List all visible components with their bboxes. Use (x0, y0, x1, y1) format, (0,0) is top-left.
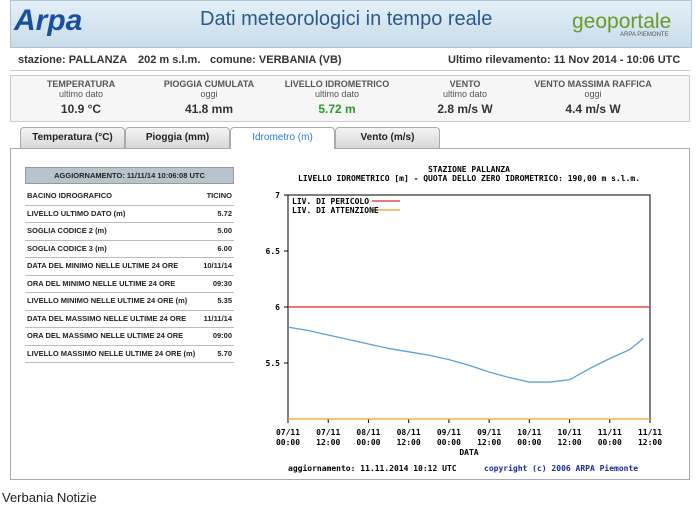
table-row: LIVELLO ULTIMO DATO (m) 5.72 (25, 206, 234, 223)
summary-sub: ultimo dato (314, 89, 360, 99)
summary-value: 2.8 m/s W (437, 102, 493, 116)
logo[interactable]: Arpa (14, 4, 83, 37)
x-tick-label: 10/11 00:00 (517, 428, 542, 447)
table-value: 10/11/14 (203, 261, 232, 270)
table-row: ORA DEL MASSIMO NELLE ULTIME 24 ORE 09:00 (25, 328, 234, 346)
footer-right: copyright (c) 2006 ARPA Piemonte (484, 463, 638, 473)
table-label: DATA DEL MINIMO NELLE ULTIME 24 ORE (27, 261, 179, 270)
table-label: SOGLIA CODICE 3 (m) (27, 243, 107, 253)
table-row: LIVELLO MASSIMO NELLE ULTIME 24 ORE (m) 5… (25, 346, 234, 363)
table-value: TICINO (206, 191, 232, 200)
summary-value: 10.9 °C (60, 102, 102, 116)
table-value: 09:00 (212, 331, 232, 340)
x-tick-label: 10/11 12:00 (557, 428, 582, 447)
table-row: SOGLIA CODICE 3 (m) 6.00 (25, 241, 234, 258)
table-row: DATA DEL MINIMO NELLE ULTIME 24 ORE 10/11… (25, 258, 234, 276)
table-label: SOGLIA CODICE 2 (m) (27, 226, 107, 235)
y-tick-label: 6.5 (266, 247, 281, 256)
summary-value: 5.72 m (318, 102, 356, 116)
y-tick-label: 7 (275, 191, 280, 200)
footer-left: aggiornamento: 11.11.2014 10:12 UTC (288, 463, 457, 473)
x-tick-label: 07/11 00:00 (275, 428, 301, 447)
table-label: LIVELLO ULTIMO DATO (m) (27, 208, 126, 218)
x-tick-label: 08/11 00:00 (356, 428, 381, 447)
summary-sub: oggi (200, 89, 218, 99)
summary-label: PIOGGIA CUMULATA (163, 79, 255, 89)
summary-sub: ultimo dato (58, 89, 104, 99)
tab[interactable]: Vento (m/s) (335, 127, 440, 148)
portal-logo[interactable]: geoportale (572, 10, 672, 33)
table-label: ORA DEL MASSIMO NELLE ULTIME 24 ORE (27, 331, 184, 340)
table-label: LIVELLO MASSIMO NELLE ULTIME 24 ORE (m) (27, 348, 196, 358)
station-bar: stazione: PALLANZA 202 m s.l.m. comune: … (10, 50, 690, 71)
altitude: 202 m s.l.m. (138, 54, 201, 66)
summary-value: 4.4 m/s W (565, 102, 621, 116)
x-tick-label: 09/11 00:00 (436, 428, 461, 447)
y-tick-label: 6 (275, 303, 280, 312)
table-row: DATA DEL MASSIMO NELLE ULTIME 24 ORE 11/1… (25, 311, 234, 328)
station-name: stazione: PALLANZA (18, 54, 128, 66)
last-reading: Ultimo rilevamento: 11 Nov 2014 - 10:06 … (448, 54, 681, 66)
page-title: Dati meteorologici in tempo reale (200, 8, 493, 30)
table-header: AGGIORNAMENTO: 11/11/14 10:06:08 UTC (25, 167, 234, 184)
tab[interactable]: Idrometro (m) (230, 127, 335, 149)
x-tick-label: 11/11 00:00 (597, 428, 622, 447)
chart-title: STAZIONE PALLANZA (428, 165, 510, 174)
table-label: DATA DEL MASSIMO NELLE ULTIME 24 ORE (27, 313, 187, 323)
chart-subtitle: LIVELLO IDROMETRICO [m] - QUOTA DELLO ZE… (298, 174, 640, 183)
x-axis-label: DATA (459, 448, 478, 457)
table-value: 5.00 (217, 226, 232, 235)
table-label: ORA DEL MINIMO NELLE ULTIME 24 ORE (27, 278, 176, 288)
header (10, 0, 692, 48)
legend-label: LIV. DI PERICOLO (292, 197, 369, 206)
table-label: LIVELLO MINIMO NELLE ULTIME 24 ORE (m) (27, 296, 188, 305)
tab[interactable]: Temperatura (°C) (20, 127, 125, 148)
table-row: ORA DEL MINIMO NELLE ULTIME 24 ORE 09:30 (25, 276, 234, 293)
table-label: BACINO IDROGRAFICO (27, 191, 112, 200)
info-table: AGGIORNAMENTO: 11/11/14 10:06:08 UTC BACI… (25, 167, 234, 363)
summary-sub: oggi (584, 89, 602, 99)
summary-card: TEMPERATURA ultimo dato 10.9 °C (16, 79, 146, 116)
summary-card: VENTO ultimo dato 2.8 m/s W (400, 79, 530, 116)
table-value: 5.35 (217, 296, 232, 305)
summary: TEMPERATURA ultimo dato 10.9 °C PIOGGIA CUM… (10, 75, 690, 122)
municipality: comune: VERBANIA (VB) (210, 54, 342, 66)
table-value: 09:30 (212, 278, 232, 288)
table-value: 6.00 (217, 243, 232, 253)
panel (10, 148, 690, 480)
x-tick-label: 11/11 12:00 (637, 428, 663, 447)
portal-sub: ARPA PIEMONTE (620, 32, 669, 38)
table-value: 5.70 (217, 348, 232, 358)
summary-value: 41.8 mm (184, 102, 234, 116)
tab[interactable]: Pioggia (mm) (125, 127, 230, 148)
summary-card: PIOGGIA CUMULATA oggi 41.8 mm (144, 79, 274, 116)
y-tick-label: 5.5 (266, 359, 281, 368)
summary-card: VENTO MASSIMA RAFFICA oggi 4.4 m/s W (528, 79, 658, 116)
table-row: LIVELLO MINIMO NELLE ULTIME 24 ORE (m) 5.… (25, 293, 234, 311)
summary-label: VENTO MASSIMA RAFFICA (534, 79, 652, 89)
table-value: 11/11/14 (203, 313, 232, 323)
table-row: SOGLIA CODICE 2 (m) 5.00 (25, 223, 234, 241)
legend-label: LIV. DI ATTENZIONE (292, 206, 379, 215)
x-tick-label: 08/11 12:00 (396, 428, 421, 447)
summary-label: VENTO (449, 79, 481, 89)
summary-label: LIVELLO IDROMETRICO (284, 79, 390, 89)
level-line (287, 326, 644, 383)
table-value: 5.72 (217, 208, 232, 218)
summary-card: LIVELLO IDROMETRICO ultimo dato 5.72 m (272, 79, 402, 116)
summary-label: TEMPERATURA (46, 79, 116, 89)
x-tick-label: 07/11 12:00 (316, 428, 341, 447)
table-row: BACINO IDROGRAFICO TICINO (25, 188, 234, 206)
caption: Verbania Notizie (2, 490, 97, 505)
x-tick-label: 09/11 12:00 (477, 428, 502, 447)
summary-sub: ultimo dato (442, 89, 488, 99)
